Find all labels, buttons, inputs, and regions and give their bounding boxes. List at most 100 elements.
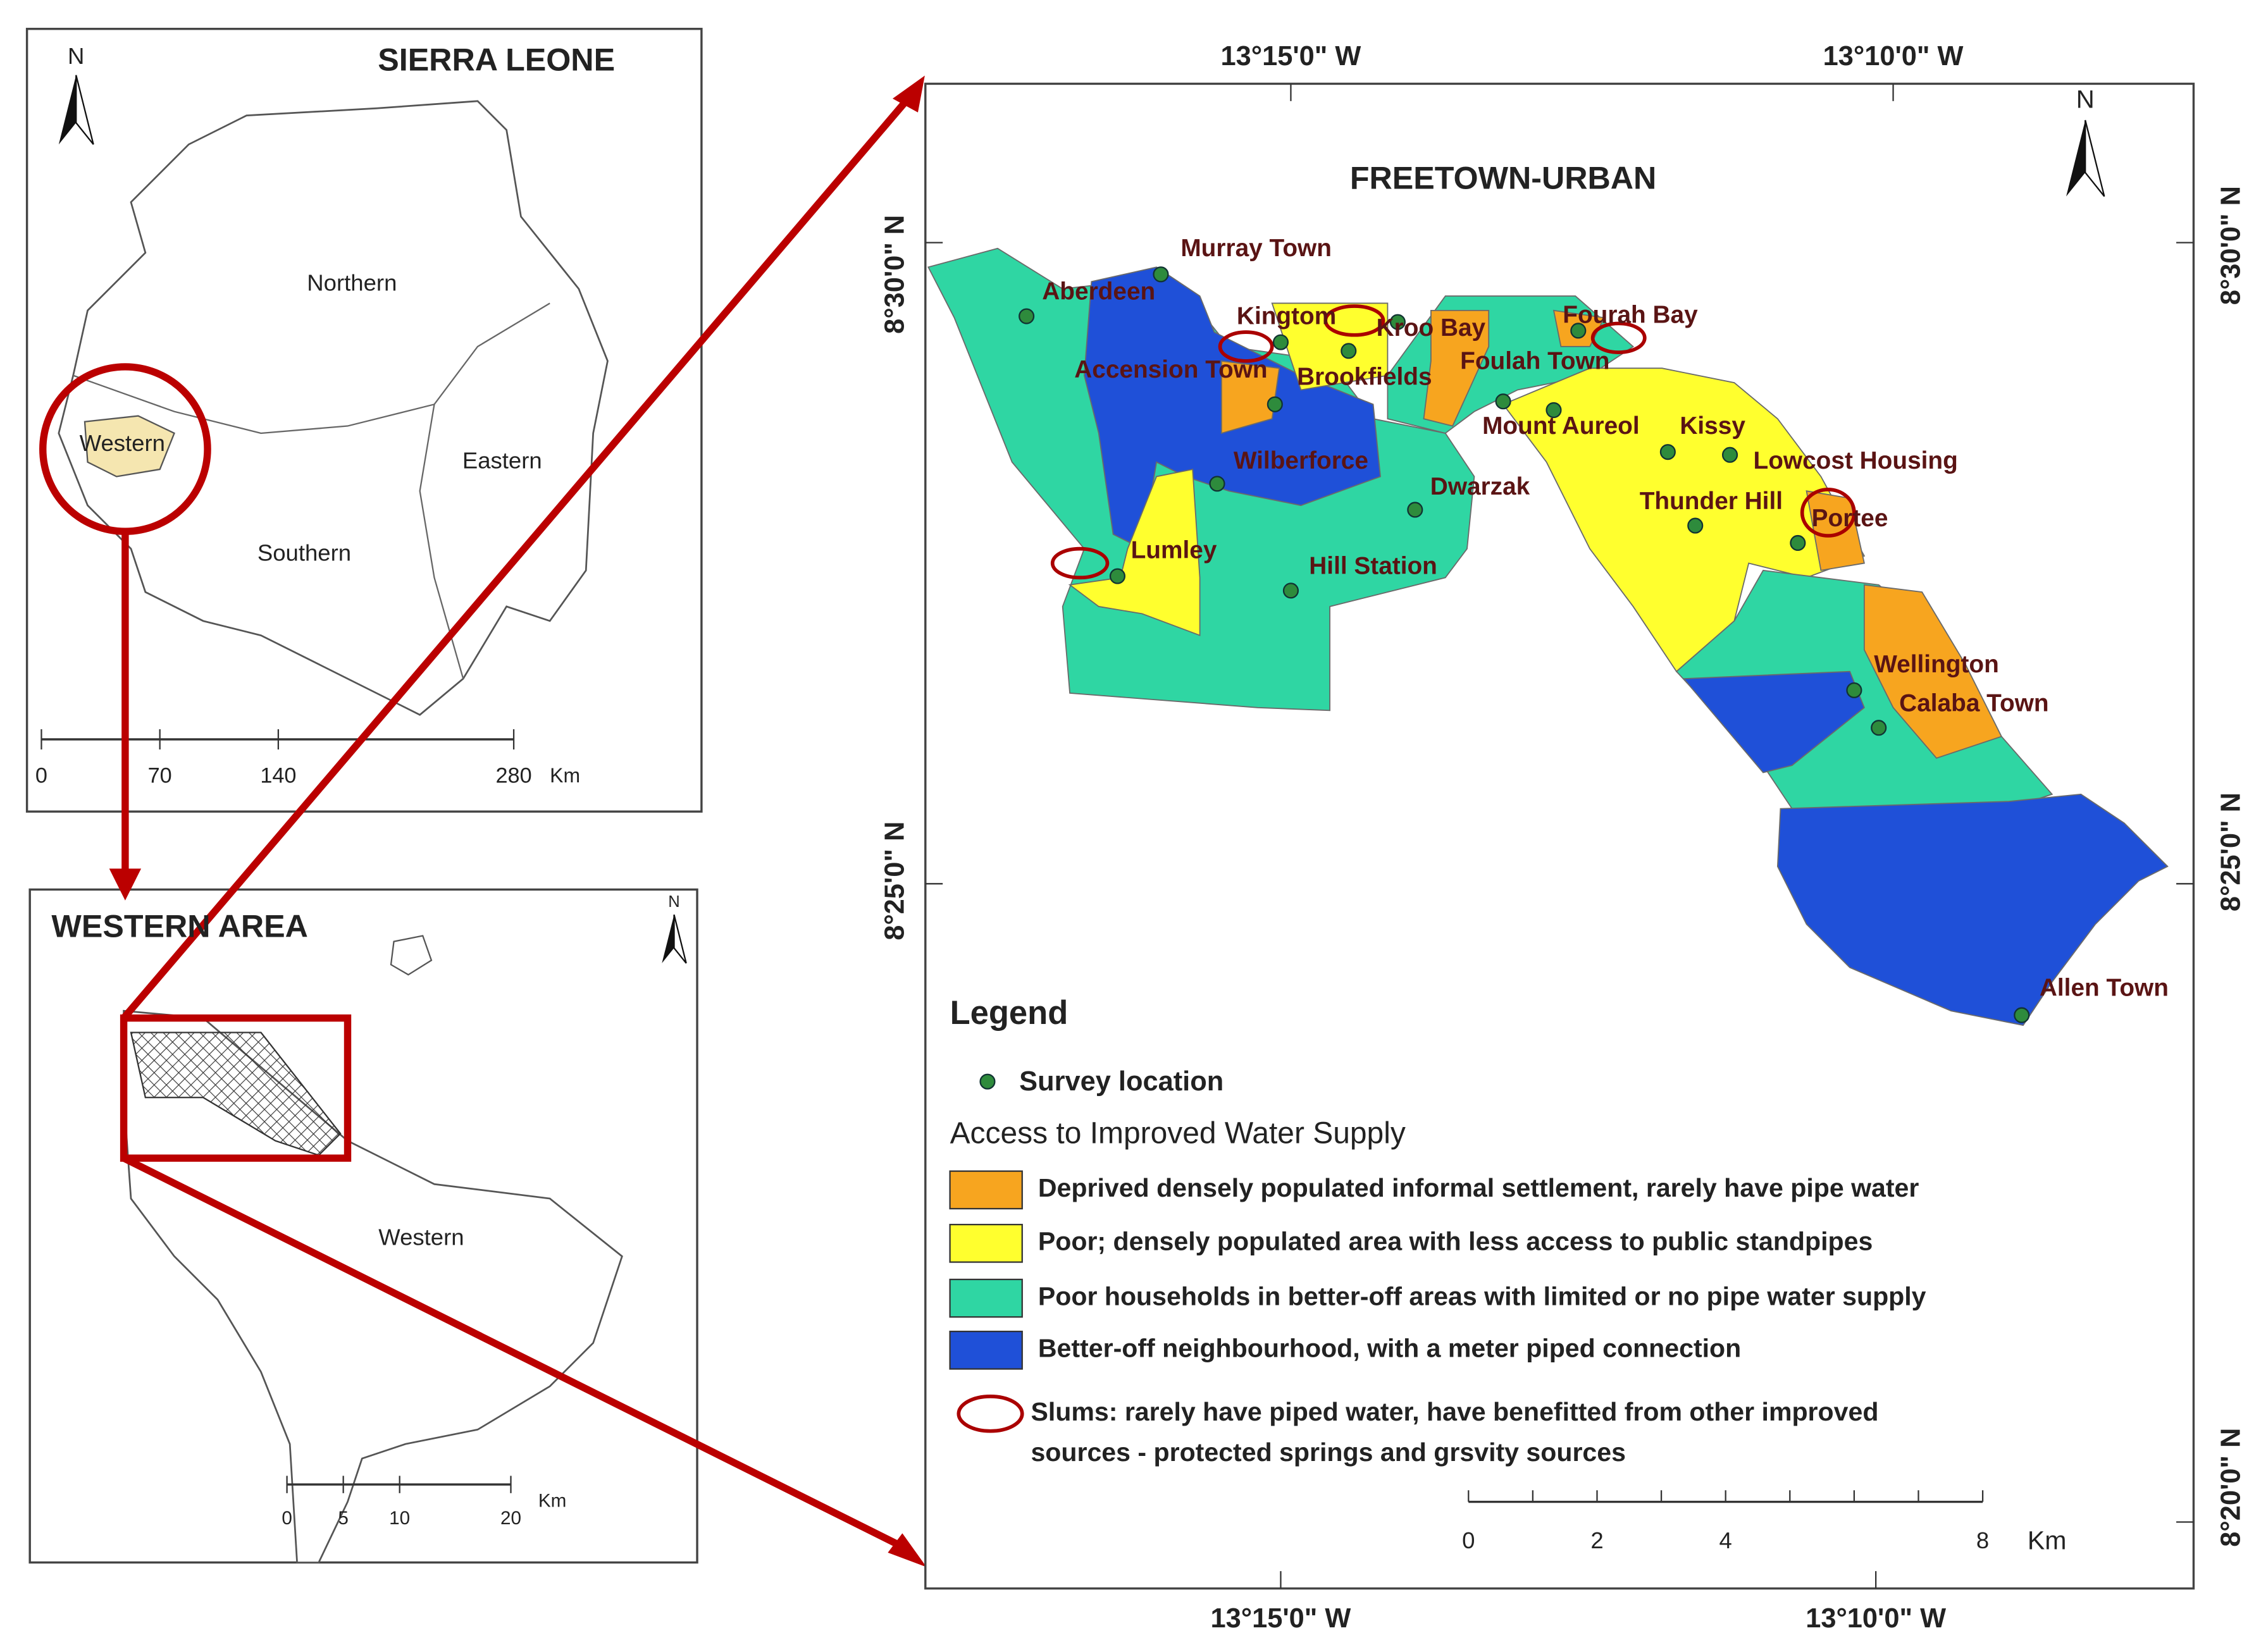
scale-label: 70	[148, 763, 172, 787]
place-label: Accension Town	[1074, 356, 1267, 383]
map-title: FREETOWN-URBAN	[1350, 161, 1656, 196]
region-label: Southern	[257, 539, 351, 565]
place-label: Lowcost Housing	[1754, 447, 1958, 474]
place-label: Mount Aureol	[1482, 412, 1640, 440]
place-label: Thunder Hill	[1640, 488, 1783, 515]
district	[1806, 490, 1865, 571]
arrow-head	[888, 1533, 927, 1567]
highlight-box	[120, 1014, 352, 1162]
place-label: Brookfields	[1297, 363, 1432, 390]
survey-point	[1721, 447, 1738, 463]
north-label: N	[2076, 85, 2095, 113]
survey-point	[1790, 534, 1806, 552]
survey-point	[1389, 314, 1406, 330]
survey-point	[1846, 682, 1862, 698]
freetown-hatch	[130, 1032, 342, 1156]
region-label: Northern	[307, 269, 397, 295]
arrow	[122, 1155, 907, 1551]
legend-label: sources - protected springs and grsvity …	[1031, 1438, 1626, 1467]
place-label: Kingtom	[1237, 303, 1336, 330]
place-label: Wellington	[1874, 651, 1999, 678]
western-area-region	[84, 415, 175, 478]
place-label: Hill Station	[1309, 553, 1437, 580]
district	[1220, 360, 1280, 435]
region-label: Eastern	[462, 447, 542, 473]
north-arrow	[662, 915, 674, 963]
survey-point	[1282, 583, 1299, 599]
north-arrow	[75, 75, 94, 145]
inset-title: SIERRA LEONE	[378, 42, 615, 77]
connector-arrows	[109, 75, 927, 1567]
region-label: Western	[378, 1224, 464, 1250]
survey-point	[1272, 334, 1289, 350]
legend-dot	[979, 1073, 996, 1090]
district	[1423, 309, 1490, 427]
north-arrow	[2066, 120, 2086, 197]
region-boundary	[73, 302, 550, 435]
place-label: Aberdeen	[1042, 278, 1155, 305]
place-label: Wilberforce	[1234, 447, 1368, 474]
scale-unit: Km	[550, 764, 580, 787]
scale-label: 0	[35, 763, 47, 787]
scale-label: 5	[338, 1508, 349, 1529]
scale-unit: Km	[2028, 1526, 2067, 1555]
legend-swatch	[949, 1278, 1023, 1318]
district	[1068, 468, 1201, 636]
region-boundary	[419, 404, 464, 679]
inset-frame	[25, 27, 703, 813]
legend-swatch	[949, 1330, 1023, 1370]
slum	[1218, 330, 1274, 363]
legend-label: Better-off neighbourhood, with a meter p…	[1038, 1334, 1741, 1363]
north-arrow	[2084, 120, 2105, 197]
western-area-outline	[123, 1009, 623, 1563]
survey-point	[1570, 323, 1587, 339]
scale-label: 2	[1590, 1527, 1603, 1553]
longitude-label: 13°15'0" W	[1221, 41, 1361, 71]
legend-subtitle: Access to Improved Water Supply	[950, 1116, 1406, 1150]
place-label: Allen Town	[2040, 974, 2169, 1001]
legend-label: Deprived densely populated informal sett…	[1038, 1173, 1919, 1202]
island	[390, 935, 433, 976]
scale-label: 140	[260, 763, 296, 787]
place-label: Dwarzak	[1430, 473, 1530, 500]
place-label: Calaba Town	[1899, 689, 2048, 717]
latitude-label: 8°30'0" N	[880, 215, 910, 334]
slum-markers	[1050, 304, 1856, 580]
scale-label: 0	[282, 1508, 292, 1529]
arrow-head	[109, 868, 142, 901]
region-label: Western	[80, 430, 165, 456]
scale-label: 4	[1719, 1527, 1732, 1553]
scale-label: 20	[500, 1508, 521, 1529]
place-label: Portee	[1812, 505, 1888, 532]
scale-label: 0	[1462, 1527, 1475, 1553]
legend-slum	[957, 1395, 1024, 1433]
slum	[1050, 546, 1110, 580]
latitude-label: 8°20'0" N	[2216, 1428, 2246, 1547]
survey-point	[1153, 266, 1169, 283]
longitude-label: 13°15'0" W	[1211, 1603, 1351, 1634]
longitude-label: 13°10'0" W	[1806, 1603, 1946, 1634]
inset-frame	[28, 888, 698, 1564]
place-label: Fourah Bay	[1563, 301, 1698, 328]
slum	[1323, 304, 1385, 337]
latitude-label: 8°30'0" N	[2216, 186, 2246, 305]
survey-point	[1659, 444, 1676, 460]
scale-label: 280	[496, 763, 532, 787]
survey-point	[2014, 1007, 2030, 1023]
arrow	[121, 92, 914, 1021]
survey-point	[1407, 502, 1423, 518]
survey-point	[1871, 720, 1887, 736]
north-arrow	[673, 914, 687, 964]
district	[1863, 584, 2003, 759]
place-label: Kroo Bay	[1377, 314, 1486, 342]
legend-swatch	[949, 1224, 1023, 1263]
place-label: Foulah Town	[1460, 347, 1609, 374]
survey-point	[1109, 568, 1126, 584]
place-label: Lumley	[1131, 536, 1217, 564]
scale-unit: Km	[538, 1490, 567, 1511]
slum	[1590, 321, 1647, 354]
scale-label: 8	[1976, 1527, 1989, 1553]
